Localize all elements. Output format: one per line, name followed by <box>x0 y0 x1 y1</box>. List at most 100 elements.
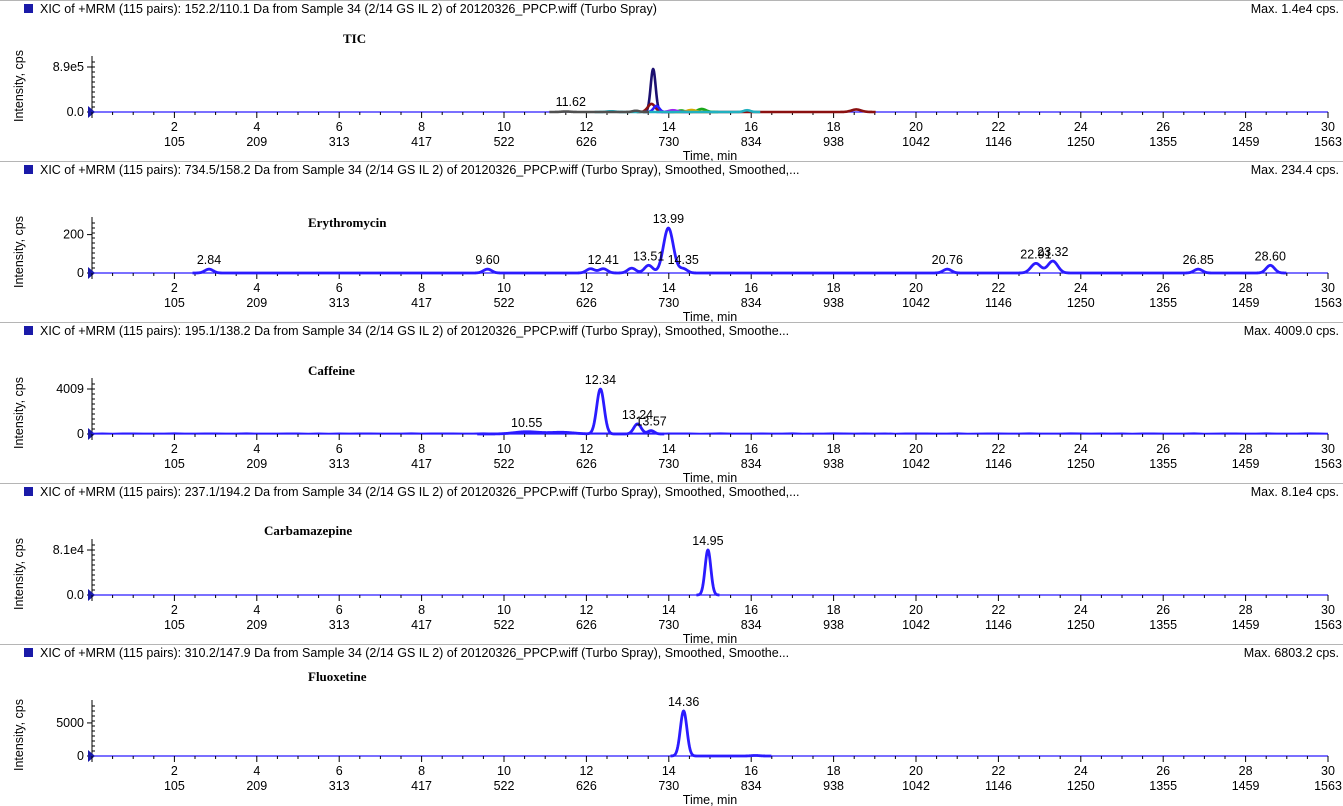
peak-label: 13.99 <box>653 212 684 226</box>
x-tick-label-time: 24 <box>1074 442 1088 456</box>
trace-marker-icon <box>24 648 33 657</box>
x-tick-label-time: 30 <box>1321 120 1335 134</box>
x-tick-label-time: 18 <box>827 120 841 134</box>
x-tick-label-scan: 209 <box>246 779 267 793</box>
x-tick-label-time: 14 <box>662 120 676 134</box>
x-tick-label-time: 16 <box>744 281 758 295</box>
panel-header: XIC of +MRM (115 pairs): 237.1/194.2 Da … <box>0 483 1343 500</box>
trace-marker-icon <box>24 326 33 335</box>
x-tick-label-time: 20 <box>909 603 923 617</box>
x-tick-label-time: 6 <box>336 603 343 617</box>
x-tick-label-time: 18 <box>827 281 841 295</box>
x-tick-label-time: 6 <box>336 442 343 456</box>
peak-label: 23.32 <box>1037 245 1068 259</box>
x-tick-label-time: 4 <box>253 764 260 778</box>
peak-label: 22.91 <box>1020 247 1051 261</box>
x-tick-label-scan: 313 <box>329 779 350 793</box>
x-tick-label-scan: 1250 <box>1067 135 1095 149</box>
x-tick-label-scan: 938 <box>823 296 844 310</box>
peak-label: 9.60 <box>475 253 499 267</box>
x-tick-label-time: 30 <box>1321 281 1335 295</box>
trace-marker-icon <box>24 165 33 174</box>
max-intensity-label: Max. 4009.0 cps. <box>1243 324 1339 338</box>
x-tick-label-scan: 938 <box>823 135 844 149</box>
compound-label: Fluoxetine <box>308 669 367 684</box>
x-tick-label-scan: 626 <box>576 296 597 310</box>
x-tick-label-scan: 1250 <box>1067 779 1095 793</box>
x-tick-label-scan: 105 <box>164 135 185 149</box>
x-tick-label-scan: 1250 <box>1067 296 1095 310</box>
x-tick-label-time: 2 <box>171 442 178 456</box>
x-tick-label-time: 8 <box>418 603 425 617</box>
x-tick-label-scan: 1459 <box>1232 135 1260 149</box>
x-tick-label-scan: 834 <box>741 779 762 793</box>
max-intensity-label: Max. 234.4 cps. <box>1250 163 1339 177</box>
x-tick-label-scan: 417 <box>411 296 432 310</box>
x-tick-label-time: 12 <box>579 442 593 456</box>
x-axis-label: Time, min <box>683 793 737 806</box>
x-tick-label-time: 8 <box>418 442 425 456</box>
x-tick-label-scan: 1563 <box>1314 779 1342 793</box>
x-tick-label-scan: 1146 <box>985 457 1012 471</box>
x-tick-label-time: 28 <box>1239 120 1253 134</box>
x-tick-label-time: 2 <box>171 120 178 134</box>
x-tick-label-time: 26 <box>1156 281 1170 295</box>
x-tick-label-scan: 730 <box>658 296 679 310</box>
x-tick-label-time: 26 <box>1156 764 1170 778</box>
x-tick-label-time: 20 <box>909 764 923 778</box>
y-tick-label: 200 <box>63 228 84 242</box>
x-tick-label-time: 12 <box>579 764 593 778</box>
x-tick-label-time: 4 <box>253 281 260 295</box>
xic-title: XIC of +MRM (115 pairs): 734.5/158.2 Da … <box>40 163 800 177</box>
x-tick-label-time: 12 <box>579 603 593 617</box>
x-tick-label-time: 10 <box>497 281 511 295</box>
x-tick-label-time: 10 <box>497 764 511 778</box>
x-tick-label-scan: 1355 <box>1149 618 1177 632</box>
x-tick-label-time: 12 <box>579 281 593 295</box>
x-tick-label-time: 30 <box>1321 764 1335 778</box>
x-tick-label-scan: 730 <box>658 779 679 793</box>
x-tick-label-time: 26 <box>1156 603 1170 617</box>
chromatogram-panel-carbamazepine: XIC of +MRM (115 pairs): 237.1/194.2 Da … <box>0 483 1343 646</box>
chromatogram-panel-caffeine: XIC of +MRM (115 pairs): 195.1/138.2 Da … <box>0 322 1343 485</box>
x-tick-label-time: 28 <box>1239 442 1253 456</box>
xic-title: XIC of +MRM (115 pairs): 195.1/138.2 Da … <box>40 324 790 338</box>
x-tick-label-scan: 1250 <box>1067 618 1095 632</box>
x-tick-label-scan: 1563 <box>1314 618 1342 632</box>
x-tick-label-time: 24 <box>1074 603 1088 617</box>
x-axis-label: Time, min <box>683 310 737 324</box>
x-tick-label-time: 24 <box>1074 281 1088 295</box>
x-tick-label-time: 30 <box>1321 603 1335 617</box>
x-tick-label-time: 8 <box>418 120 425 134</box>
x-tick-label-scan: 1042 <box>902 618 930 632</box>
x-tick-label-time: 4 <box>253 120 260 134</box>
x-tick-label-time: 28 <box>1239 764 1253 778</box>
x-tick-label-scan: 730 <box>658 135 679 149</box>
x-tick-label-time: 26 <box>1156 120 1170 134</box>
chromatogram-panel-erythromycin: XIC of +MRM (115 pairs): 734.5/158.2 Da … <box>0 161 1343 324</box>
x-tick-label-scan: 209 <box>246 457 267 471</box>
x-tick-label-time: 10 <box>497 442 511 456</box>
x-tick-label-scan: 1042 <box>902 457 930 471</box>
max-intensity-label: Max. 6803.2 cps. <box>1243 646 1339 660</box>
max-intensity-label: Max. 1.4e4 cps. <box>1250 2 1339 16</box>
x-tick-label-time: 2 <box>171 603 178 617</box>
x-tick-label-time: 24 <box>1074 120 1088 134</box>
x-tick-label-time: 22 <box>991 281 1005 295</box>
y-tick-label: 8.1e4 <box>53 543 84 557</box>
y-tick-label: 0 <box>77 427 84 441</box>
x-tick-label-time: 12 <box>579 120 593 134</box>
peak-label: 12.41 <box>588 253 619 267</box>
xic-title: XIC of +MRM (115 pairs): 237.1/194.2 Da … <box>40 485 800 499</box>
x-tick-label-scan: 313 <box>329 135 350 149</box>
x-tick-label-time: 22 <box>991 442 1005 456</box>
peak-label: 2.84 <box>197 253 221 267</box>
x-tick-label-time: 2 <box>171 764 178 778</box>
x-tick-label-time: 26 <box>1156 442 1170 456</box>
y-tick-label: 0 <box>77 749 84 763</box>
x-tick-label-scan: 1355 <box>1149 135 1177 149</box>
y-tick-label: 0 <box>77 266 84 280</box>
